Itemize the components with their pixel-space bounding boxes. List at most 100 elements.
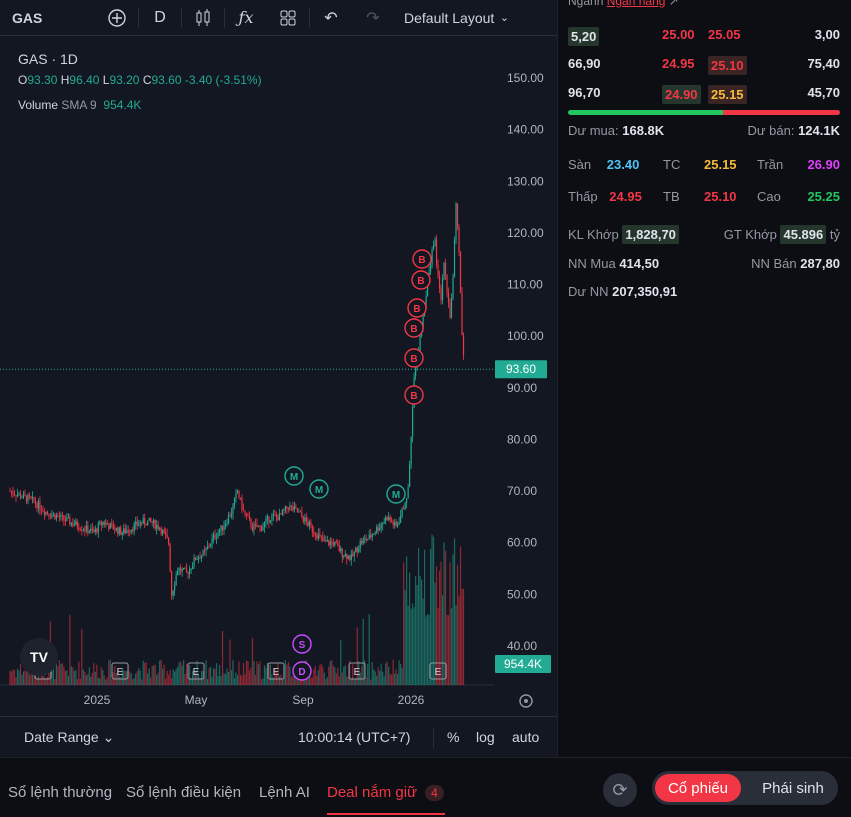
volume-bar xyxy=(15,677,17,685)
volume-bar xyxy=(226,668,228,685)
candle-body xyxy=(391,520,393,522)
interval-button[interactable]: D xyxy=(154,8,166,26)
volume-bar xyxy=(184,673,186,685)
nn-mua-value: 414,50 xyxy=(619,256,660,271)
candle-body xyxy=(317,534,319,539)
candle-body xyxy=(259,525,261,527)
chevron-down-icon[interactable]: ⌄ xyxy=(499,12,509,24)
candles-icon[interactable] xyxy=(182,0,224,36)
timezone-button[interactable]: 10:00:14 (UTC+7) xyxy=(298,729,411,745)
chart-area[interactable]: 150.00 140.00 130.00 120.00 110.00 100.00 90.0… xyxy=(0,37,557,710)
bid-price[interactable]: 24.95 xyxy=(662,56,695,71)
ask-price[interactable]: 25.15 xyxy=(708,85,747,104)
volume-bar xyxy=(262,678,264,685)
log-scale-button[interactable]: log xyxy=(476,729,495,745)
ask-price[interactable]: 25.05 xyxy=(708,27,741,42)
volume-bar xyxy=(401,667,403,685)
volume-bar xyxy=(99,678,101,685)
volume-bar xyxy=(85,675,87,685)
volume-bar xyxy=(250,667,252,685)
volume-bar xyxy=(461,589,463,685)
candle-body xyxy=(287,508,289,510)
volume-bar xyxy=(156,674,158,685)
candle-body xyxy=(431,249,433,265)
event-marker-b-label: B xyxy=(418,255,425,266)
redo-icon[interactable]: ↷ xyxy=(366,9,380,27)
volume-bar xyxy=(241,675,243,685)
candle-body xyxy=(9,491,11,492)
bid-price[interactable]: 24.90 xyxy=(662,85,701,104)
volume-bar xyxy=(55,661,57,685)
candle-body xyxy=(212,534,215,539)
candle-body xyxy=(245,513,248,516)
tab-ai-orders[interactable]: Lệnh AI xyxy=(259,784,310,801)
templates-grid-icon[interactable] xyxy=(267,0,309,36)
external-link-icon[interactable]: ↗ xyxy=(668,0,679,8)
candle-body xyxy=(441,279,444,300)
candle-body xyxy=(138,524,140,526)
tab-deal-holdings[interactable]: Deal nắm giữ 4 xyxy=(327,784,444,801)
tab-normal-orders[interactable]: Sổ lệnh thường xyxy=(8,784,113,801)
last-price-label-bg xyxy=(495,360,547,379)
candle-body xyxy=(284,506,286,511)
volume-bar xyxy=(266,662,269,685)
candle-body xyxy=(205,548,207,551)
date-range-button[interactable]: Date Range ⌄ xyxy=(24,729,115,745)
volume-bar xyxy=(397,673,399,685)
auto-scale-button[interactable]: auto xyxy=(512,729,540,745)
volume-bar xyxy=(426,613,429,685)
percent-scale-button[interactable]: % xyxy=(447,729,460,745)
candle-body xyxy=(383,521,385,524)
volume-bar xyxy=(166,670,168,685)
candle-body xyxy=(295,506,297,509)
volume-bar xyxy=(242,663,245,685)
candle-body xyxy=(241,497,243,510)
volume-bar xyxy=(96,664,98,685)
volume-bar xyxy=(66,670,68,685)
volume-bar xyxy=(343,666,345,685)
candle-body xyxy=(353,551,355,556)
refresh-icon[interactable]: ⟳ xyxy=(603,773,637,807)
candle-body xyxy=(67,517,69,519)
volume-bar xyxy=(410,608,412,685)
candle-body xyxy=(82,529,84,531)
compare-plus-icon[interactable] xyxy=(96,0,138,36)
tradingview-logo-icon[interactable]: TV xyxy=(20,638,58,676)
ask-price[interactable]: 25.10 xyxy=(708,56,747,75)
volume-bar xyxy=(25,666,28,685)
volume-bar xyxy=(181,665,183,685)
symbol-search-button[interactable]: GAS xyxy=(12,9,43,26)
candle-body xyxy=(370,534,372,538)
price-chart[interactable]: 150.00 140.00 130.00 120.00 110.00 100.00 90.0… xyxy=(0,37,557,710)
sector-link[interactable]: Ngân hàng xyxy=(606,0,666,8)
volume-bar xyxy=(208,668,210,685)
volume-bar xyxy=(18,670,20,685)
volume-bar xyxy=(431,534,433,685)
close-label: C xyxy=(142,73,152,87)
candle-body xyxy=(142,518,144,524)
volume-bar xyxy=(281,679,284,685)
tab-conditional-orders[interactable]: Sổ lệnh điều kiện xyxy=(126,784,242,801)
candle-body xyxy=(452,277,454,299)
candle-body xyxy=(256,524,258,528)
segment-stock-button[interactable]: Cổ phiếu xyxy=(655,774,741,802)
volume-bar xyxy=(174,671,176,685)
candle-body xyxy=(274,514,276,516)
volume-bar xyxy=(139,670,141,685)
undo-icon[interactable]: ↶ xyxy=(324,9,338,27)
event-marker-b-circle xyxy=(404,348,424,368)
volume-bar xyxy=(194,671,197,685)
layout-name-button[interactable]: Default Layout xyxy=(404,9,495,26)
segment-derivative-button[interactable]: Phái sinh xyxy=(762,779,824,797)
candle-body xyxy=(91,528,93,531)
volume-bar xyxy=(368,613,370,685)
candle-body xyxy=(337,543,339,546)
candle-body xyxy=(385,517,387,522)
candle-body xyxy=(455,203,457,240)
bid-price[interactable]: 25.00 xyxy=(662,27,695,42)
candle-body xyxy=(15,495,17,497)
indicators-fx-icon[interactable]: ƒx xyxy=(238,8,254,27)
candle-body xyxy=(160,528,162,534)
volume-bar xyxy=(54,678,56,685)
volume-bar xyxy=(432,536,435,685)
